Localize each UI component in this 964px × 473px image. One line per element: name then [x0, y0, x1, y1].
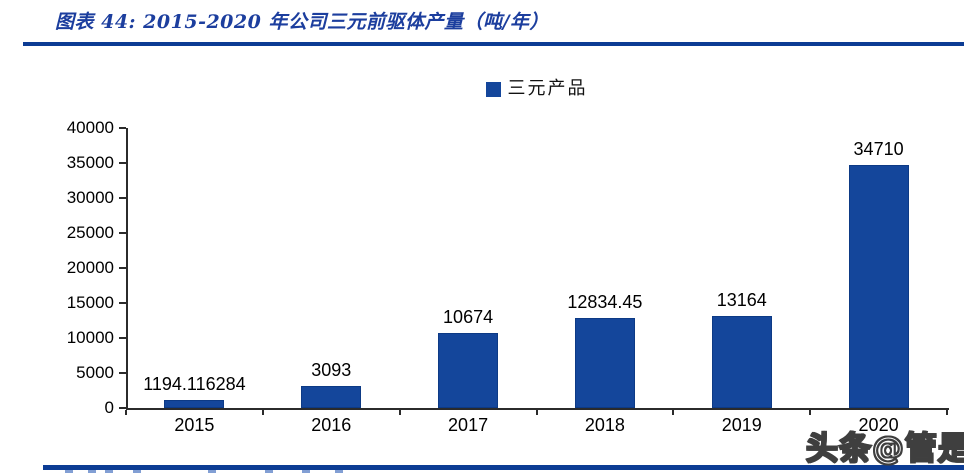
bar-value-label-2018: 12834.45: [567, 292, 643, 313]
bar-2017: [438, 333, 499, 408]
y-axis-tick: [119, 197, 126, 199]
watermark: 头条@管是: [805, 428, 964, 468]
y-axis-tick: [119, 302, 126, 304]
bar-value-label-2015: 1194.116284: [143, 373, 246, 394]
y-axis-tick-label: 35000: [66, 153, 114, 172]
y-axis-tick-label: 10000: [66, 328, 114, 347]
x-axis-category-label-2018: 2018: [584, 415, 625, 435]
bar-value-label-2019: 13164: [716, 289, 767, 310]
y-axis-tick-label: 0: [104, 398, 114, 417]
x-axis-tick: [125, 410, 127, 415]
bar-value-label-2017: 10674: [443, 307, 494, 328]
y-axis-tick-label: 40000: [66, 118, 114, 137]
y-axis-tick-label: 5000: [76, 363, 114, 382]
y-axis-tick-label: 30000: [66, 188, 114, 207]
bar-value-label-2016: 3093: [311, 360, 352, 381]
x-axis-tick: [946, 410, 948, 415]
bar-2016: [301, 386, 362, 408]
cutoff-text-fragment-0: [65, 470, 73, 473]
chart-legend: 三元产品: [126, 79, 947, 99]
y-axis-tick: [119, 162, 126, 164]
bar-value-label-2020: 34710: [853, 139, 904, 160]
cutoff-text-fragment-7: [335, 470, 343, 473]
y-axis-tick-label: 15000: [66, 293, 114, 312]
bar-2020: [848, 165, 909, 408]
title-underline-rule: [23, 42, 964, 46]
x-axis-tick: [809, 410, 812, 415]
bar-2015: [164, 399, 225, 408]
y-axis-tick: [119, 407, 126, 409]
x-axis-tick: [672, 410, 675, 415]
cutoff-text-fragment-5: [265, 470, 273, 473]
cutoff-text-fragment-3: [133, 470, 141, 473]
y-axis-tick-label: 25000: [66, 223, 114, 242]
cutoff-text-fragment-1: [88, 470, 96, 473]
legend-swatch: [485, 81, 501, 97]
cutoff-text-fragment-6: [302, 470, 310, 473]
x-axis-category-label-2017: 2017: [448, 415, 489, 435]
y-axis-tick: [119, 232, 126, 234]
plot-area: [126, 128, 949, 410]
y-axis-tick-label: 20000: [66, 258, 114, 277]
x-axis-category-label-2015: 2015: [174, 415, 215, 435]
bar-2018: [574, 318, 635, 408]
y-axis-tick: [119, 372, 126, 374]
cutoff-text-fragment-4: [208, 470, 216, 473]
legend-label: 三元产品: [507, 78, 588, 99]
y-axis-tick: [119, 337, 126, 339]
x-axis-category-label-2019: 2019: [721, 415, 762, 435]
figure-title: 图表 44: 2015-2020 年公司三元前驱体产量（吨/年）: [55, 11, 549, 33]
y-axis-tick: [119, 127, 126, 129]
x-axis-category-label-2020: 2020: [858, 415, 899, 435]
x-axis-tick: [535, 410, 538, 415]
y-axis-tick: [119, 267, 126, 269]
cutoff-text-fragment-2: [105, 470, 113, 473]
x-axis-category-label-2016: 2016: [311, 415, 352, 435]
x-axis-tick: [398, 410, 401, 415]
bottom-rule: [43, 465, 964, 470]
bar-2019: [711, 315, 772, 408]
x-axis-tick: [261, 410, 264, 415]
